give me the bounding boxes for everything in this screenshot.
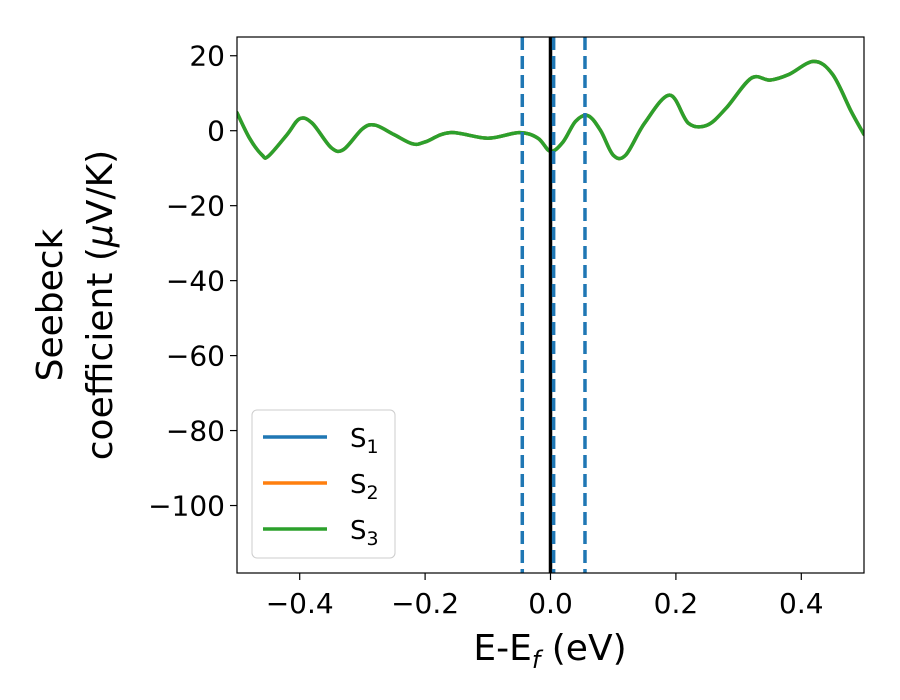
y-axis-label-line2: coefficient (μV/K) (80, 150, 121, 460)
y-axis-label-line1: Seebeck (30, 228, 71, 381)
y-axis-ticks: 20 0 −20 −40 −60 −80 −100 (148, 40, 237, 523)
x-tick-label: −0.2 (391, 587, 459, 620)
x-tick-label: 0.2 (654, 587, 699, 620)
y-tick-label: −100 (148, 490, 225, 523)
legend-label-s1: S1 (350, 424, 379, 458)
y-tick-label: −60 (166, 340, 225, 373)
y-tick-label: 0 (207, 115, 225, 148)
y-tick-label: −80 (166, 415, 225, 448)
y-tick-label: −20 (166, 190, 225, 223)
vertical-reference-lines (520, 37, 587, 573)
x-tick-label: 0.4 (779, 587, 824, 620)
legend-label-s3: S3 (350, 516, 379, 550)
x-axis-label: E-Ef (eV) (473, 628, 626, 674)
x-tick-label: −0.4 (266, 587, 334, 620)
x-tick-label: 0.0 (528, 587, 573, 620)
x-axis-ticks: −0.4 −0.2 0.0 0.2 0.4 (266, 573, 824, 620)
y-tick-label: −40 (166, 265, 225, 298)
legend-label-s2: S2 (350, 470, 379, 504)
legend: S1 S2 S3 (251, 409, 396, 559)
y-tick-label: 20 (189, 40, 225, 73)
